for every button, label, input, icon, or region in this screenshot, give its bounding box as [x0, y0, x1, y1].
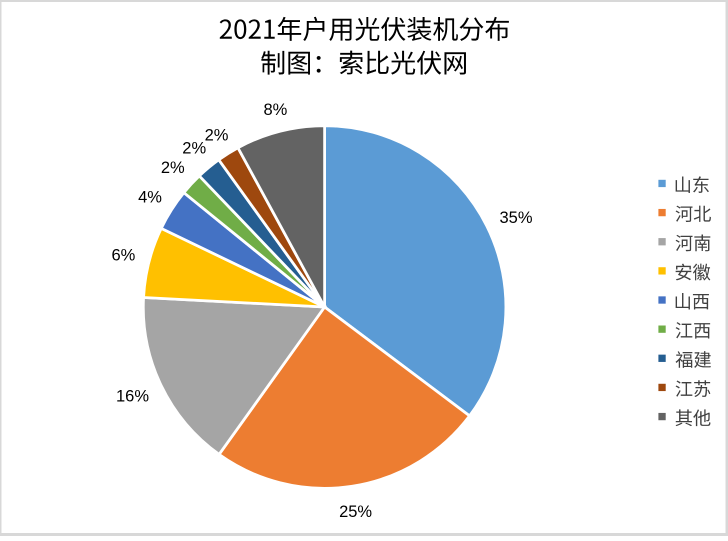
- svg-text:2%: 2%: [161, 159, 185, 177]
- svg-text:2%: 2%: [182, 140, 206, 158]
- svg-text:4%: 4%: [138, 188, 162, 206]
- svg-text:25%: 25%: [339, 503, 372, 521]
- svg-text:8%: 8%: [263, 101, 287, 119]
- svg-text:35%: 35%: [499, 209, 532, 227]
- svg-text:2%: 2%: [205, 126, 229, 144]
- svg-text:16%: 16%: [116, 387, 149, 405]
- svg-text:6%: 6%: [111, 246, 135, 264]
